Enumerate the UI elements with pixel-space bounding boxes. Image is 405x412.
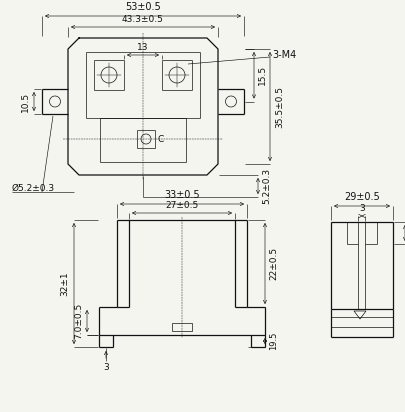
Text: 22±0.5: 22±0.5 [269,247,277,280]
Text: 7.0±0.5: 7.0±0.5 [74,303,83,339]
Text: 3: 3 [358,204,364,213]
Text: 43.3±0.5: 43.3±0.5 [122,15,164,24]
Text: Ø5.2±0.3: Ø5.2±0.3 [12,183,55,192]
Text: 33±0.5: 33±0.5 [164,190,199,200]
Bar [172,323,192,331]
Text: C: C [158,134,164,143]
Text: 29±0.5: 29±0.5 [343,192,379,202]
Text: 5.2±0.3: 5.2±0.3 [261,168,270,204]
Text: 10.5: 10.5 [21,91,30,112]
Text: 3: 3 [103,363,109,372]
Text: 15.5: 15.5 [257,65,266,85]
Text: 19.5: 19.5 [269,332,277,350]
Text: 32±1: 32±1 [60,271,69,296]
Text: 3-M4: 3-M4 [271,50,296,60]
Text: 27±0.5: 27±0.5 [165,201,198,210]
Text: 53±0.5: 53±0.5 [125,2,160,12]
Text: 13: 13 [137,43,148,52]
Text: 35.5±0.5: 35.5±0.5 [274,86,283,127]
